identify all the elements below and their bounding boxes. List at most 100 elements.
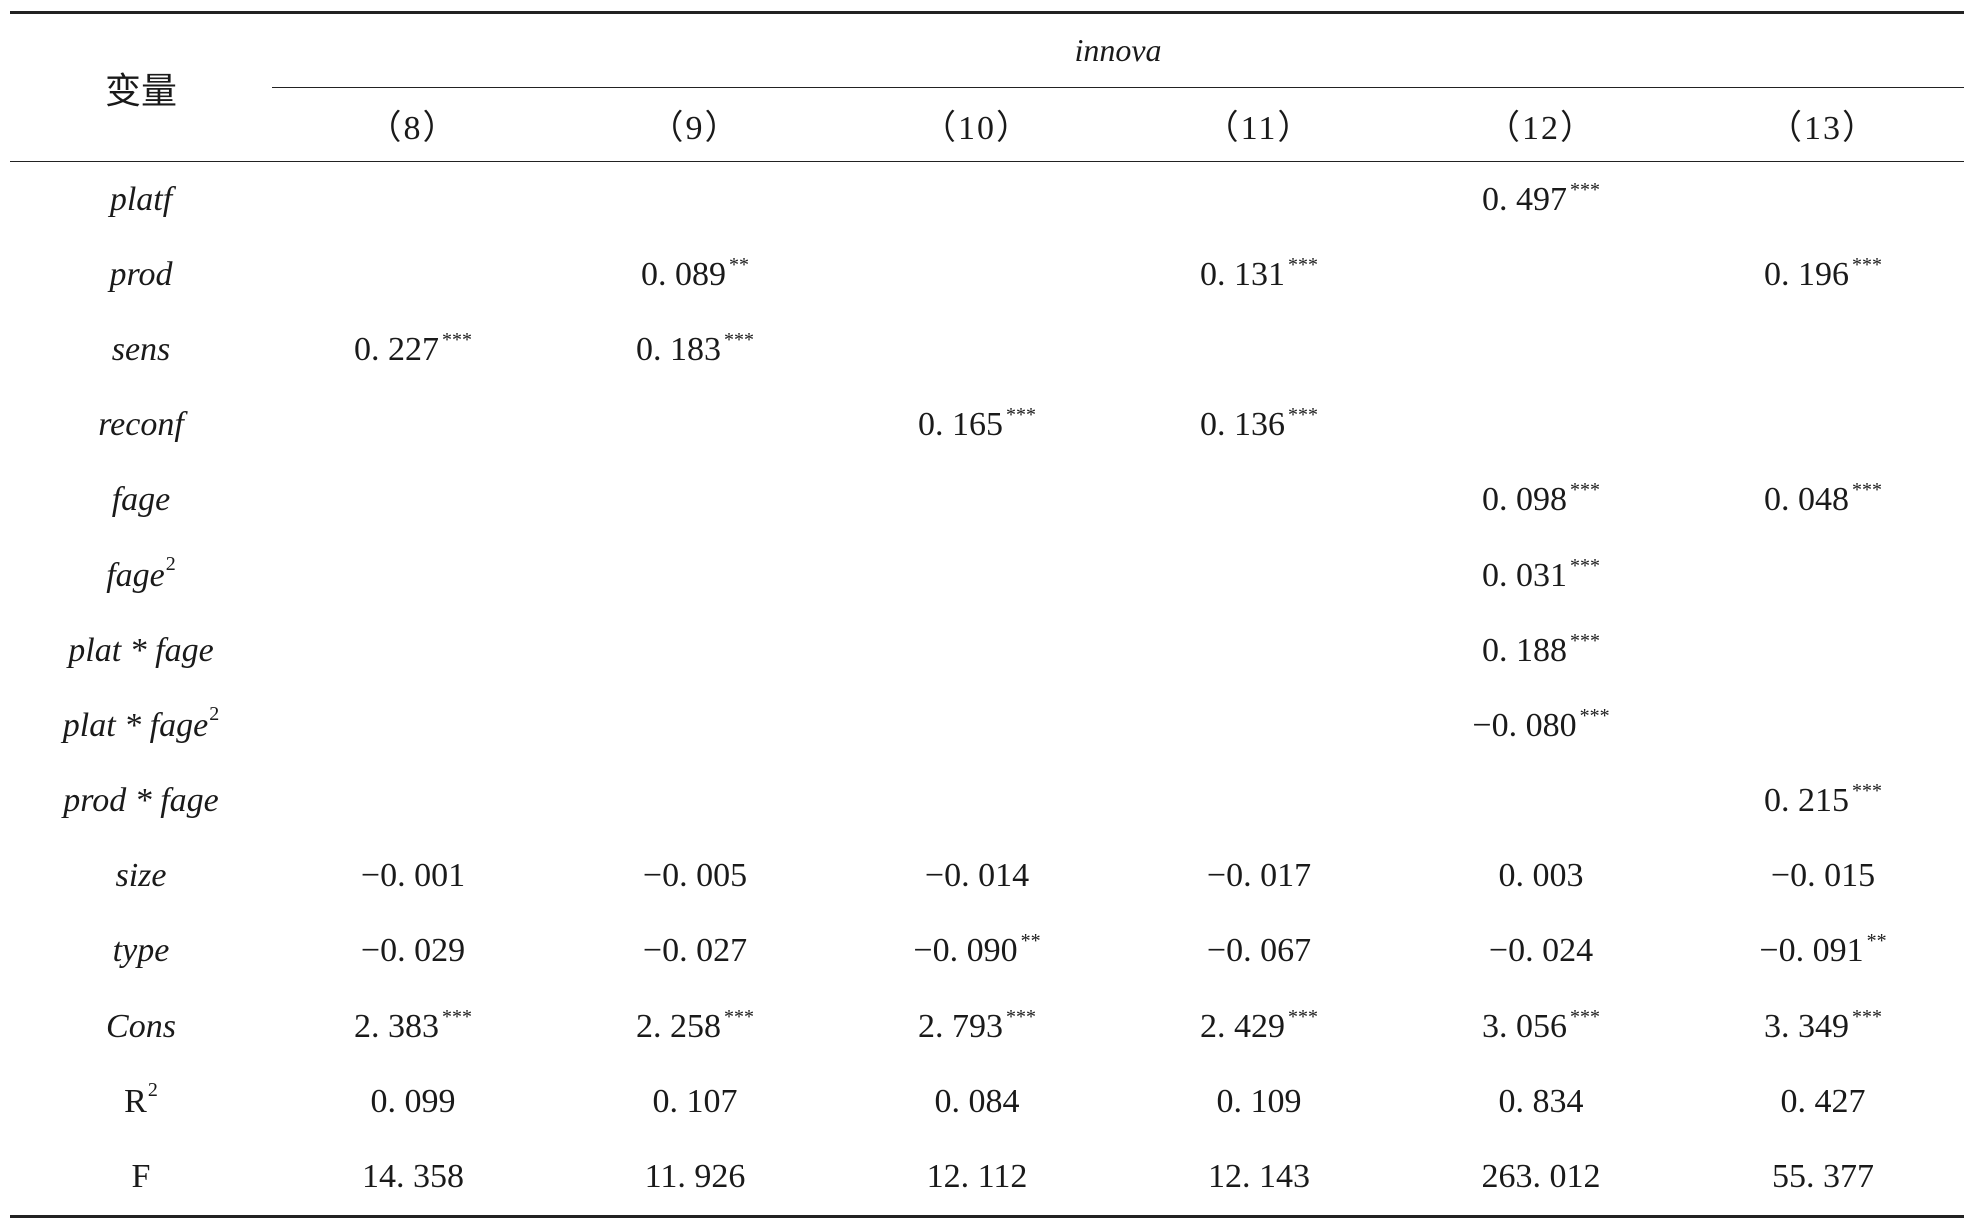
- table-header: 变量 innova （8） （9） （10） （11） （12） （13）: [10, 12, 1964, 162]
- coefficient-cell: 0. 196 ***: [1682, 237, 1964, 312]
- variable-name: plat * fage: [10, 613, 272, 688]
- coefficient-cell: [836, 688, 1118, 763]
- table-row: R2 0. 099 0. 107 0. 084 0. 109 0. 834 0. 427: [10, 1064, 1964, 1139]
- coefficient-value: 2. 793: [918, 1007, 1003, 1045]
- variable-exponent: 2: [165, 552, 176, 575]
- coefficient-value: 0. 227: [354, 330, 439, 368]
- variable-label: platf: [109, 180, 173, 218]
- variable-label: prod * fage: [63, 782, 219, 820]
- table-row: type −0. 029 −0. 027 −0. 090 ** −0. 067 −0. 02…: [10, 914, 1964, 989]
- variable-name: sens: [10, 312, 272, 387]
- coefficient-cell: [836, 162, 1118, 238]
- coefficient-cell: −0. 090 **: [836, 914, 1118, 989]
- variable-label: prod: [109, 255, 173, 293]
- coefficient-value: 0. 427: [1780, 1082, 1866, 1120]
- variable-label: size: [115, 857, 167, 895]
- coefficient-value: 3. 056: [1482, 1007, 1567, 1045]
- coefficient-value: 0. 834: [1498, 1082, 1584, 1120]
- coefficient-cell: 0. 227 ***: [272, 312, 554, 387]
- coefficient-value: −0. 091: [1759, 932, 1864, 970]
- coefficient-cell: [836, 613, 1118, 688]
- significance-stars: ***: [1579, 704, 1610, 727]
- coefficient-cell: [1118, 764, 1400, 839]
- variable-label: sens: [111, 330, 171, 368]
- column-number: （11）: [1204, 110, 1314, 147]
- coefficient-cell: 0. 131 ***: [1118, 237, 1400, 312]
- coefficient-value: 2. 429: [1200, 1007, 1285, 1045]
- significance-stars: ***: [724, 328, 754, 351]
- coefficient-cell: [272, 764, 554, 839]
- coefficient-cell: [1118, 162, 1400, 238]
- coefficient-cell: [554, 162, 836, 238]
- coefficient-cell: [272, 688, 554, 763]
- variable-name: F: [10, 1139, 272, 1216]
- coefficient-cell: −0. 015: [1682, 839, 1964, 914]
- coefficient-cell: 0. 084: [836, 1064, 1118, 1139]
- coefficient-value: 0. 099: [370, 1082, 456, 1120]
- variable-name: platf: [10, 162, 272, 238]
- coefficient-cell: [554, 463, 836, 538]
- coefficient-cell: [272, 463, 554, 538]
- table-row: prod 0. 089 ** 0. 131 *** 0. 196 ***: [10, 237, 1964, 312]
- coefficient-cell: [554, 613, 836, 688]
- coefficient-cell: [272, 613, 554, 688]
- coefficient-value: 0. 188: [1482, 631, 1567, 669]
- table-row: platf 0. 497 ***: [10, 161, 1964, 238]
- coefficient-value: 0. 098: [1482, 481, 1567, 519]
- column-number: （8）: [367, 110, 459, 147]
- coefficient-cell: [272, 388, 554, 463]
- significance-stars: ***: [1570, 629, 1600, 652]
- variable-header: 变量: [104, 70, 177, 111]
- coefficient-cell: 0. 099: [272, 1064, 554, 1139]
- coefficient-cell: −0. 029: [272, 914, 554, 989]
- significance-stars: ***: [1570, 1005, 1600, 1028]
- coefficient-cell: [1118, 538, 1400, 613]
- coefficient-value: 0. 109: [1216, 1082, 1302, 1120]
- coefficient-cell: 0. 109: [1118, 1064, 1400, 1139]
- coefficient-cell: 0. 188 ***: [1400, 613, 1682, 688]
- coefficient-value: 0. 215: [1764, 782, 1849, 820]
- coefficient-cell: 0. 107: [554, 1064, 836, 1139]
- coefficient-value: 263. 012: [1481, 1158, 1601, 1196]
- coefficient-value: −0. 080: [1472, 706, 1577, 744]
- variable-name: type: [10, 914, 272, 989]
- coefficient-cell: [1682, 688, 1964, 763]
- coefficient-value: 0. 107: [652, 1082, 738, 1120]
- coefficient-cell: 11. 926: [554, 1139, 836, 1216]
- variable-name: prod * fage: [10, 764, 272, 839]
- coefficient-value: 0. 183: [636, 330, 721, 368]
- coefficient-cell: 0. 183 ***: [554, 312, 836, 387]
- regression-table-container: 变量 innova （8） （9） （10） （11） （12） （13） pl…: [10, 11, 1964, 1218]
- table-row: size −0. 001 −0. 005 −0. 014 −0. 017 0. 003 −0…: [10, 839, 1964, 914]
- coefficient-cell: [836, 463, 1118, 538]
- column-number: （10）: [922, 110, 1032, 147]
- variable-label: R: [124, 1082, 147, 1120]
- coefficient-cell: [1400, 312, 1682, 387]
- variable-label: F: [131, 1158, 151, 1196]
- coefficient-value: 55. 377: [1772, 1158, 1874, 1196]
- coefficient-value: −0. 014: [924, 857, 1030, 895]
- variable-label: reconf: [98, 406, 184, 444]
- coefficient-cell: [1118, 463, 1400, 538]
- coefficient-cell: −0. 005: [554, 839, 836, 914]
- coefficient-cell: [554, 764, 836, 839]
- coefficient-value: −0. 017: [1206, 857, 1312, 895]
- significance-stars: ***: [1570, 479, 1600, 502]
- coefficient-value: 2. 258: [636, 1007, 721, 1045]
- variable-name: Cons: [10, 989, 272, 1064]
- coefficient-value: 0. 048: [1764, 481, 1849, 519]
- variable-exponent: 2: [147, 1078, 158, 1101]
- coefficient-cell: −0. 014: [836, 839, 1118, 914]
- coefficient-value: 0. 165: [918, 406, 1003, 444]
- coefficient-cell: 0. 003: [1400, 839, 1682, 914]
- coefficient-value: 0. 089: [641, 255, 726, 293]
- significance-stars: ***: [442, 328, 472, 351]
- significance-stars: ***: [442, 1005, 472, 1028]
- variable-label: fage: [106, 556, 165, 594]
- significance-stars: ***: [1852, 1005, 1882, 1028]
- coefficient-value: 0. 003: [1498, 857, 1584, 895]
- variable-name: prod: [10, 237, 272, 312]
- coefficient-cell: [836, 538, 1118, 613]
- table-row: plat * fage2 −0. 080 ***: [10, 688, 1964, 763]
- significance-stars: ***: [724, 1005, 754, 1028]
